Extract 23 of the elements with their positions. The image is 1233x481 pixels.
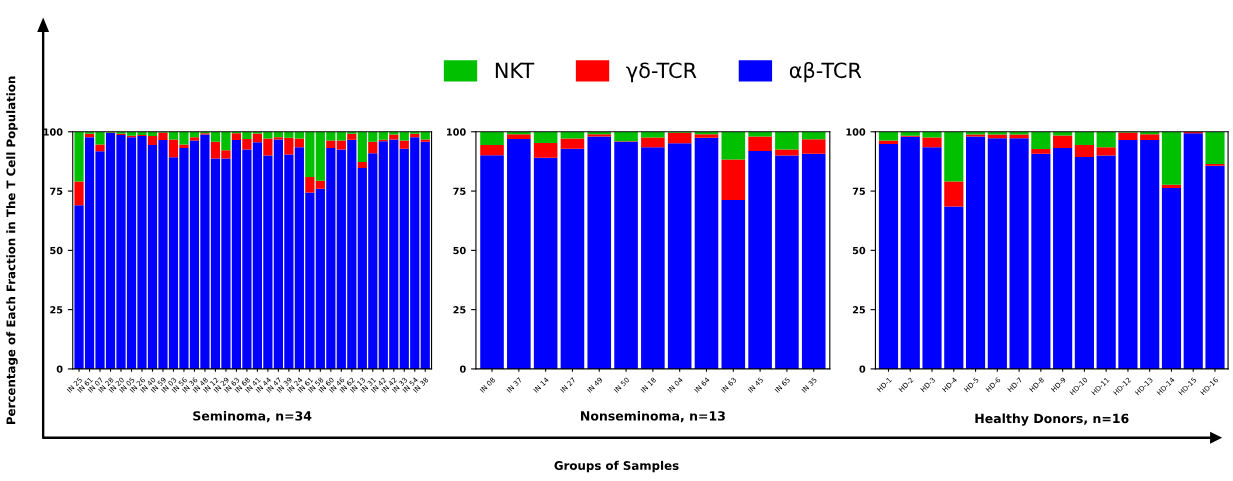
y-tick-label: 100: [43, 128, 63, 136]
legend-label: αβ-TCR: [789, 61, 862, 83]
y-tick-label: 75: [852, 187, 866, 195]
y-tick-label: 50: [50, 246, 63, 255]
y-tick-label: 0: [859, 365, 866, 373]
y-tick-label: 50: [852, 246, 866, 255]
y-tick-label: 50: [453, 246, 466, 255]
y-tick-label: 25: [50, 306, 63, 314]
y-tick-label: 75: [453, 187, 466, 195]
y-axis-title: Percentage of Each Fraction in The T Cell Population: [6, 76, 18, 424]
legend-label: NKT: [495, 62, 535, 78]
x-axis-title: Seminoma, n=34: [193, 410, 312, 423]
y-tick-label: 0: [56, 365, 63, 373]
y-tick-label: 75: [50, 187, 63, 195]
y-tick-label: 25: [852, 306, 866, 314]
x-axis-title: Nonseminoma, n=13: [581, 410, 725, 423]
x-axis-title: Healthy Donors, n=16: [975, 413, 1129, 426]
legend-label: γδ-TCR: [626, 62, 697, 83]
y-tick-label: 100: [447, 128, 466, 136]
y-tick-label: 0: [459, 365, 466, 373]
y-tick-label: 100: [846, 128, 866, 136]
text: Groups of Samples: [554, 460, 679, 473]
y-tick-label: 25: [453, 306, 466, 314]
